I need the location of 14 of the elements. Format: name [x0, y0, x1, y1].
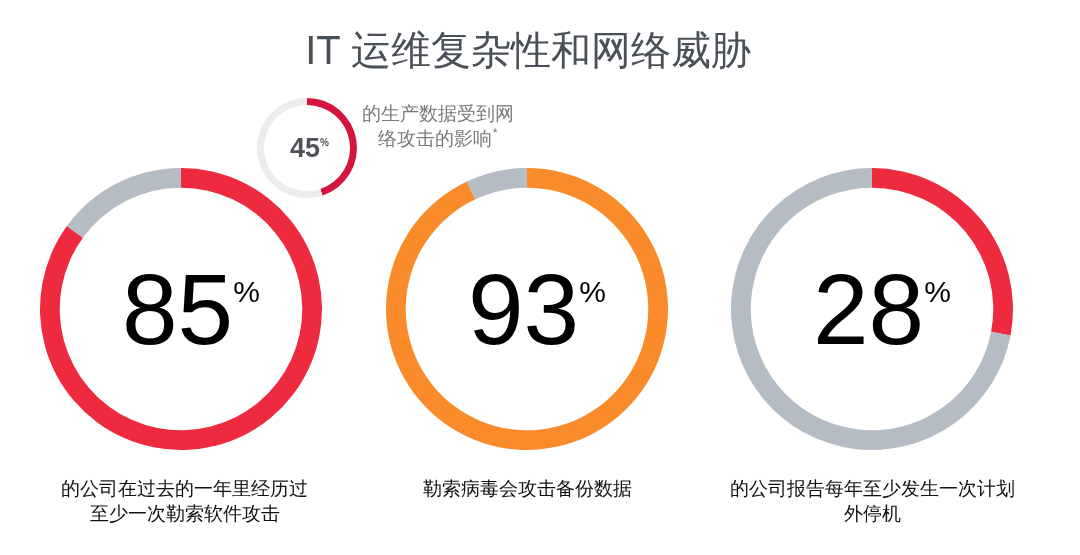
data-label: 28$^{%}$ [813, 253, 951, 365]
data-label: 93$^{%}$ [468, 253, 606, 365]
text: 的公司报告每年至少发生一次计划外停机 [730, 478, 1015, 524]
donut-slice [386, 168, 668, 450]
donut-slice [66, 168, 181, 238]
text: 勒索病毒会攻击备份数据 [423, 478, 632, 499]
donut-slice [466, 168, 527, 200]
donut-slice [731, 168, 1011, 450]
text: 的生产数据受到网络攻击的影响$^{*}$ [362, 103, 514, 149]
text: IT 运维复杂性和网络威胁 [305, 28, 752, 72]
data-label: 85$^{%}$ [122, 253, 260, 365]
text: 的公司在过去的一年里经历过至少一次勒索软件攻击 [61, 478, 308, 524]
donut-slice [40, 168, 322, 450]
data-label: 45$^{%}$ [290, 133, 330, 163]
